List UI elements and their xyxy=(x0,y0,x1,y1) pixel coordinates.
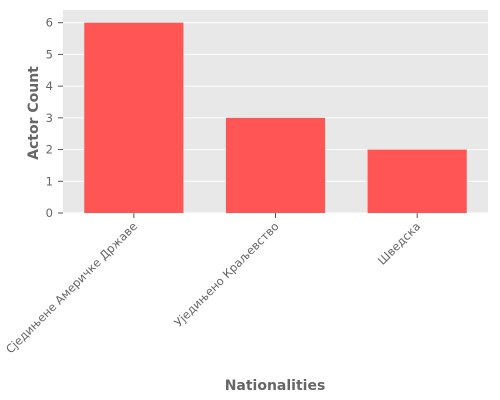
x-tick-label: Сједињене Америчке Државе xyxy=(3,219,140,356)
bar xyxy=(367,149,467,213)
y-axis-title: Actor Count xyxy=(26,66,42,160)
x-axis-title: Nationalities xyxy=(225,378,326,394)
y-tick-label: 6 xyxy=(46,16,53,30)
x-axis-ticks: Сједињене Америчке Државе Уједињено Краље… xyxy=(3,213,423,356)
x-tick-label: Шведска xyxy=(375,219,423,267)
bar xyxy=(225,117,326,213)
y-tick-label: 0 xyxy=(46,206,53,220)
y-axis-ticks: 0 1 2 3 4 5 6 xyxy=(46,16,63,220)
y-tick-label: 1 xyxy=(46,174,53,188)
y-tick-label: 4 xyxy=(46,79,53,93)
y-tick-label: 2 xyxy=(46,143,53,157)
x-tick-label: Уједињено Краљевство xyxy=(171,219,281,329)
bars xyxy=(84,22,467,213)
y-tick-label: 3 xyxy=(46,111,53,125)
y-tick-label: 5 xyxy=(46,47,53,61)
bar xyxy=(84,22,184,213)
